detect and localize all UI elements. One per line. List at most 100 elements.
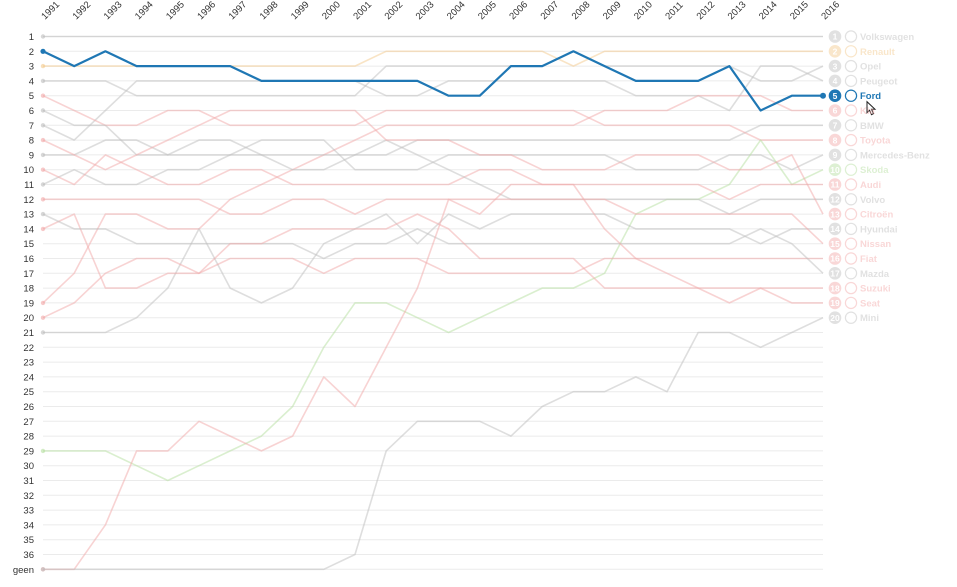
rank-badge-number: 9	[833, 150, 838, 160]
legend-item[interactable]: 1 Volkswagen	[828, 30, 915, 43]
x-tick-label[interactable]: 2014	[757, 0, 780, 22]
legend-item[interactable]: 11 Audi	[828, 178, 881, 191]
brand-logo-icon	[844, 89, 858, 102]
legend-item[interactable]: 15 Nissan	[828, 237, 892, 250]
legend-item[interactable]: 17 Mazda	[828, 267, 890, 280]
x-tick-label[interactable]: 2001	[351, 0, 374, 22]
legend-label[interactable]: Renault	[860, 47, 896, 58]
legend-label[interactable]: Citroën	[860, 210, 893, 221]
series-line-volvo[interactable]	[42, 109, 823, 215]
rank-badge	[828, 133, 842, 147]
x-tick-label[interactable]: 1994	[133, 0, 156, 22]
x-tick-label[interactable]: 2010	[632, 0, 655, 22]
legend-label[interactable]: Mercedes-Benz	[860, 150, 930, 161]
legend-item[interactable]: 19 Seat	[828, 296, 881, 310]
series-line-kia[interactable]	[42, 94, 823, 304]
legend-item[interactable]: 20 Mini	[828, 311, 879, 324]
x-tick-label[interactable]: 2013	[726, 0, 749, 22]
series-line-renault[interactable]	[43, 50, 823, 67]
legend-label[interactable]: Seat	[860, 298, 881, 309]
x-tick-label[interactable]: 2012	[695, 0, 718, 22]
rank-badge	[828, 207, 842, 221]
series-line-nissan[interactable]	[43, 198, 824, 245]
legend-label[interactable]: Suzuki	[860, 284, 891, 295]
legend-label[interactable]: Skoda	[860, 165, 889, 176]
y-tick-label: 13	[23, 210, 34, 221]
brand-logo-icon	[844, 59, 858, 73]
legend-label[interactable]: BMW	[860, 121, 884, 132]
series-line-seat[interactable]	[43, 183, 823, 571]
x-tick-label[interactable]: 2007	[539, 0, 562, 22]
legend-item[interactable]: 18 Suzuki	[828, 281, 891, 295]
legend-item[interactable]: 5 Ford	[820, 89, 881, 116]
x-tick-label[interactable]: 1998	[258, 0, 281, 22]
x-tick-label[interactable]: 1993	[102, 0, 125, 22]
legend-item[interactable]: 9 Mercedes-Benz	[828, 148, 930, 162]
legend-item[interactable]: 12 Volvo	[828, 193, 886, 206]
y-tick-label: 34	[23, 520, 34, 531]
legend-label[interactable]: Fiat	[860, 254, 878, 265]
series-line-citroën[interactable]	[42, 109, 824, 215]
series-line-hyundai[interactable]	[43, 213, 823, 334]
legend-label[interactable]: Mazda	[860, 269, 890, 280]
x-tick-label[interactable]: 2008	[570, 0, 593, 22]
legend-label[interactable]: Hyundai	[860, 224, 897, 235]
rank-badge-number: 20	[830, 313, 840, 323]
legend-label[interactable]: Volkswagen	[860, 32, 914, 43]
series-line-suzuki[interactable]	[42, 213, 823, 319]
x-tick-label[interactable]: 2006	[507, 0, 530, 22]
x-tick-label[interactable]: 2009	[601, 0, 624, 22]
x-tick-label[interactable]: 2002	[383, 0, 406, 22]
legend-label[interactable]: Kia	[860, 106, 876, 117]
x-tick-label[interactable]: 1997	[227, 0, 250, 22]
legend-label[interactable]: Mini	[860, 313, 879, 324]
y-tick-label: 21	[23, 328, 34, 339]
rank-badge-number: 17	[830, 269, 840, 279]
legend-label[interactable]: Ford	[860, 91, 881, 102]
legend-item[interactable]: 3 Opel	[828, 59, 881, 73]
legend-label[interactable]: Peugeot	[860, 76, 898, 87]
series-line-mini[interactable]	[43, 316, 824, 571]
series-line-toyota[interactable]	[42, 94, 823, 141]
y-tick-label: 5	[29, 91, 34, 102]
x-tick-label[interactable]: 2000	[320, 0, 343, 22]
x-tick-label[interactable]: 2016	[819, 0, 842, 22]
legend-item[interactable]: 16 Fiat	[828, 252, 878, 265]
x-tick-label[interactable]: 1999	[289, 0, 312, 22]
x-tick-label[interactable]: 2005	[476, 0, 499, 22]
x-tick-label[interactable]: 2011	[663, 0, 685, 22]
x-tick-label[interactable]: 2015	[788, 0, 811, 22]
x-tick-label[interactable]: 2004	[445, 0, 468, 22]
legend-item[interactable]: 6 Kia	[828, 104, 876, 117]
series-line-opel[interactable]	[43, 50, 824, 97]
series-line-fiat[interactable]	[42, 213, 823, 289]
series-line-mazda[interactable]	[42, 213, 824, 274]
series-line-audi[interactable]	[42, 154, 823, 201]
legend-item[interactable]: 2 Renault	[828, 45, 896, 58]
x-tick-label[interactable]: 1995	[164, 0, 187, 22]
legend-label[interactable]: Nissan	[860, 239, 891, 250]
legend-item[interactable]: 13 Citroën	[828, 207, 894, 221]
legend-label[interactable]: Audi	[860, 180, 881, 191]
legend-item[interactable]: 10 Skoda	[828, 163, 890, 176]
series-start-point	[40, 330, 46, 335]
x-tick-label[interactable]: 2003	[414, 0, 437, 22]
y-tick-label: 29	[23, 446, 34, 457]
legend-label[interactable]: Toyota	[860, 136, 891, 147]
legend-item[interactable]: 4 Peugeot	[828, 74, 899, 88]
x-tick-label[interactable]: 1991	[39, 0, 62, 22]
x-tick-label[interactable]: 1996	[195, 0, 218, 22]
legend-label[interactable]: Opel	[860, 62, 881, 73]
legend-item[interactable]: 8 Toyota	[828, 133, 891, 147]
rank-badge	[828, 89, 842, 102]
series-line-skoda[interactable]	[43, 139, 824, 482]
rank-badge	[828, 148, 842, 162]
legend-item[interactable]: 14 Hyundai	[828, 222, 898, 236]
legend-label[interactable]: Volvo	[860, 195, 885, 206]
rank-badge	[828, 252, 842, 265]
rank-badge-number: 5	[833, 91, 838, 101]
legend-item[interactable]: 7 BMW	[828, 119, 884, 132]
series-lines	[40, 34, 824, 572]
x-tick-label[interactable]: 1992	[71, 0, 94, 22]
series-line-ford[interactable]	[42, 50, 823, 112]
